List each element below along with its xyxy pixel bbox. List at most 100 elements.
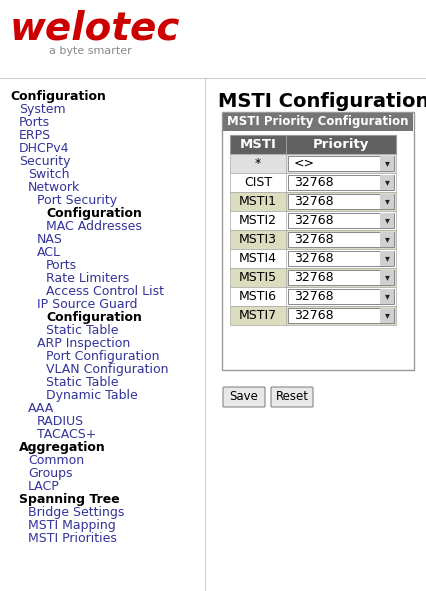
Text: ▾: ▾ [385, 177, 389, 187]
Text: ERPS: ERPS [19, 129, 51, 142]
Bar [380, 270, 394, 285]
Bar [380, 251, 394, 266]
Text: DHCPv4: DHCPv4 [19, 142, 69, 155]
Text: Port Security: Port Security [37, 194, 117, 207]
Text: MSTI3: MSTI3 [239, 233, 277, 246]
Text: Static Table: Static Table [46, 376, 118, 389]
Bar [380, 289, 394, 304]
Text: MSTI Mapping: MSTI Mapping [28, 519, 116, 532]
Text: ▾: ▾ [385, 272, 389, 282]
Bar [230, 154, 396, 173]
Bar [288, 175, 394, 190]
Text: Dynamic Table: Dynamic Table [46, 389, 138, 402]
Text: welotec: welotec [10, 10, 180, 48]
Text: IP Source Guard: IP Source Guard [37, 298, 138, 311]
Text: Common: Common [28, 454, 84, 467]
Text: CIST: CIST [244, 176, 272, 189]
Bar [222, 112, 414, 370]
Text: Ports: Ports [46, 259, 77, 272]
Text: Configuration: Configuration [10, 90, 106, 103]
Text: MSTI Priorities: MSTI Priorities [28, 532, 117, 545]
Text: ARP Inspection: ARP Inspection [37, 337, 130, 350]
Bar [288, 232, 394, 247]
Text: NAS: NAS [37, 233, 63, 246]
Text: MSTI: MSTI [239, 138, 276, 151]
Bar [288, 213, 394, 228]
Bar [380, 175, 394, 190]
Text: 32768: 32768 [294, 252, 334, 265]
Text: Port Configuration: Port Configuration [46, 350, 159, 363]
Text: Ports: Ports [19, 116, 50, 129]
Text: Configuration: Configuration [46, 207, 142, 220]
Text: Static Table: Static Table [46, 324, 118, 337]
Text: System: System [19, 103, 66, 116]
Bar [288, 194, 394, 209]
Text: MSTI6: MSTI6 [239, 290, 277, 303]
Text: MSTI Configuration: MSTI Configuration [218, 92, 426, 111]
Bar [380, 232, 394, 247]
Text: Aggregation: Aggregation [19, 441, 106, 454]
Bar [230, 249, 396, 268]
Text: ▾: ▾ [385, 291, 389, 301]
Bar [380, 156, 394, 171]
Bar [230, 135, 396, 154]
Text: Save: Save [230, 391, 259, 404]
Bar [230, 268, 396, 287]
Text: 32768: 32768 [294, 271, 334, 284]
Text: Groups: Groups [28, 467, 72, 480]
Text: Switch: Switch [28, 168, 69, 181]
Text: 32768: 32768 [294, 214, 334, 227]
Text: ▾: ▾ [385, 158, 389, 168]
Text: MAC Addresses: MAC Addresses [46, 220, 142, 233]
Text: Security: Security [19, 155, 70, 168]
Bar [230, 230, 396, 249]
Text: MSTI1: MSTI1 [239, 195, 277, 208]
Text: <>: <> [294, 157, 315, 170]
Bar [230, 287, 396, 306]
Text: MSTI Priority Configuration: MSTI Priority Configuration [227, 115, 409, 128]
Text: Configuration: Configuration [46, 311, 142, 324]
Text: ▾: ▾ [385, 254, 389, 264]
Text: MSTI7: MSTI7 [239, 309, 277, 322]
Text: 32768: 32768 [294, 195, 334, 208]
Text: MSTI4: MSTI4 [239, 252, 277, 265]
Text: Bridge Settings: Bridge Settings [28, 506, 124, 519]
Bar [288, 251, 394, 266]
Bar [380, 308, 394, 323]
Text: MSTI2: MSTI2 [239, 214, 277, 227]
Text: 32768: 32768 [294, 290, 334, 303]
Text: VLAN Configuration: VLAN Configuration [46, 363, 169, 376]
Text: a byte smarter: a byte smarter [49, 46, 131, 56]
Text: 32768: 32768 [294, 309, 334, 322]
Text: LACP: LACP [28, 480, 60, 493]
Bar [288, 289, 394, 304]
Text: RADIUS: RADIUS [37, 415, 84, 428]
Text: ▾: ▾ [385, 196, 389, 206]
Text: ▾: ▾ [385, 310, 389, 320]
Text: ▾: ▾ [385, 216, 389, 226]
FancyBboxPatch shape [271, 387, 313, 407]
Bar [288, 156, 394, 171]
Bar [230, 173, 396, 192]
Bar [230, 211, 396, 230]
Text: *: * [255, 157, 261, 170]
Text: Network: Network [28, 181, 80, 194]
Text: Rate Limiters: Rate Limiters [46, 272, 129, 285]
Text: ▾: ▾ [385, 235, 389, 245]
Text: Reset: Reset [276, 391, 308, 404]
Bar [288, 308, 394, 323]
Bar [230, 192, 396, 211]
Text: AAA: AAA [28, 402, 54, 415]
Text: 32768: 32768 [294, 176, 334, 189]
Bar [288, 270, 394, 285]
Text: 32768: 32768 [294, 233, 334, 246]
Text: Access Control List: Access Control List [46, 285, 164, 298]
Text: MSTI5: MSTI5 [239, 271, 277, 284]
Bar [380, 213, 394, 228]
Bar [230, 306, 396, 325]
Text: Spanning Tree: Spanning Tree [19, 493, 120, 506]
Text: Priority: Priority [313, 138, 369, 151]
Text: TACACS+: TACACS+ [37, 428, 96, 441]
FancyBboxPatch shape [223, 387, 265, 407]
Bar [380, 194, 394, 209]
